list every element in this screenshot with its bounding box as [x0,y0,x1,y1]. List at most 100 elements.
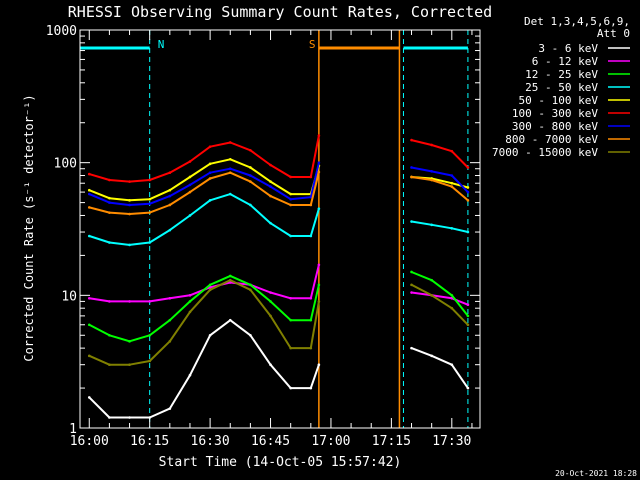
data-point [450,174,454,177]
data-point [188,373,192,377]
data-point [249,166,252,169]
data-point [317,170,321,174]
data-point [269,300,272,303]
data-point [87,396,91,399]
data-point [208,177,212,180]
data-point [108,211,111,214]
data-point [208,288,212,292]
data-point [148,178,151,182]
x-tick-label: 17:00 [311,434,350,449]
data-point [269,194,272,198]
data-point [128,416,131,419]
plot-area [87,134,470,419]
data-point [269,185,272,188]
data-point [450,149,454,153]
data-point [188,214,192,217]
data-point [249,283,252,287]
data-point [87,296,91,300]
data-point [228,318,232,322]
data-point [228,192,232,196]
data-point [450,181,454,185]
data-point [466,314,470,318]
data-point [128,363,131,367]
data-point [87,234,91,238]
data-point [108,178,111,182]
x-axis-label: Start Time (14-Oct-05 15:57:42) [159,455,402,470]
data-point [228,167,232,171]
data-point [228,274,232,278]
data-point [208,199,212,202]
legend-label: 12 - 25 keV [525,68,598,81]
data-point [228,158,232,161]
data-point [309,195,313,199]
data-point [430,354,433,358]
night-label: N [158,38,165,51]
legend-label: 100 - 300 keV [512,107,598,120]
legend-label: 6 - 12 keV [532,55,599,68]
data-point [410,283,413,287]
data-point [450,185,454,188]
axes: 1 10 100 1000 16:00 16:15 16:30 16:45 17:00 17:15… [46,24,481,449]
saa-label: S [309,38,316,51]
data-point [450,363,454,367]
data-point [269,163,272,167]
data-point [168,188,172,192]
x-tick-label: 16:15 [130,434,169,449]
data-point [289,296,292,300]
data-point [87,172,91,176]
data-point [289,386,292,390]
data-point [188,175,192,179]
x-tick-label: 17:30 [432,434,471,449]
data-point [466,186,470,189]
y-tick-label: 1 [69,422,77,437]
data-point [317,207,321,210]
data-point [430,294,433,297]
data-point [87,323,91,327]
data-point [108,300,111,303]
data-point [128,300,131,303]
data-point [466,166,470,169]
data-point [289,318,292,322]
data-point [466,386,470,390]
data-point [309,203,313,207]
data-point [317,161,321,164]
data-point [128,212,131,216]
legend-label: 3 - 6 keV [538,42,598,55]
data-point [430,223,433,227]
data-point [168,228,172,232]
legend-label: 300 - 800 keV [512,120,598,133]
data-point [108,196,111,200]
data-point [188,183,192,187]
x-tick-label: 16:00 [70,434,109,449]
data-point [450,294,454,297]
x-tick-label: 17:15 [372,434,411,449]
data-point [188,300,192,303]
y-tick-label: 1000 [46,24,77,39]
data-point [208,162,212,166]
data-point [188,294,192,297]
data-point [410,346,413,350]
plot-frame [79,29,481,429]
data-point [317,363,321,367]
data-point [148,241,151,244]
data-point [148,197,151,201]
data-point [87,188,91,192]
data-point [188,190,192,194]
timestamp: 20-Oct-2021 18:28 [555,469,637,478]
data-point [269,363,272,367]
data-point [148,211,151,214]
data-point [466,303,470,306]
data-point [148,202,151,206]
data-point [249,333,252,337]
y-tick-label: 10 [61,289,77,304]
data-point [87,354,91,358]
data-point [309,346,313,350]
data-point [168,171,172,175]
data-point [148,333,151,337]
data-point [289,346,292,350]
data-point [168,318,172,322]
data-point [128,180,131,183]
data-point [188,160,192,163]
data-point [228,281,232,284]
